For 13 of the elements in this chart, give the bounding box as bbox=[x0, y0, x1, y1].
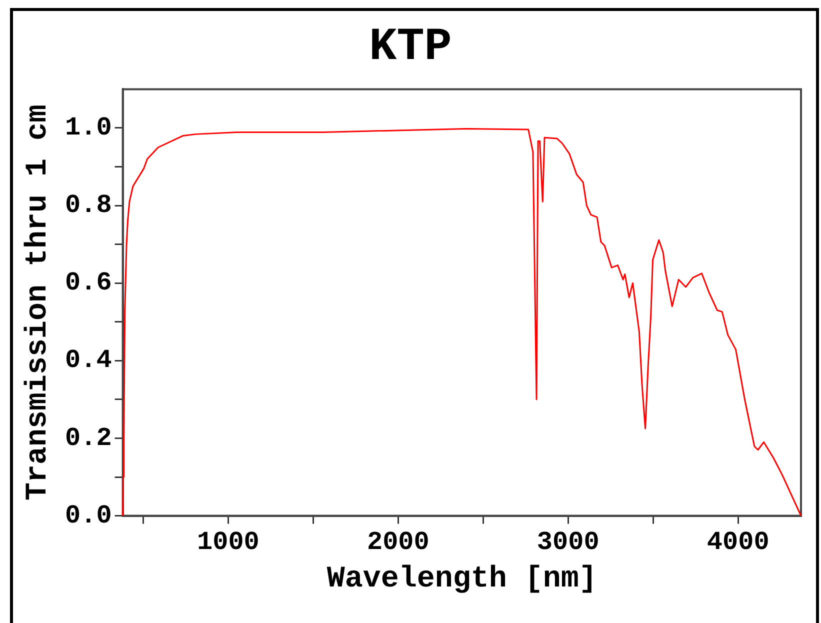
y-tick-label: 0.2 bbox=[64, 422, 112, 453]
y-tick-label: 0.4 bbox=[64, 345, 112, 376]
y-tick-label: 0.8 bbox=[64, 190, 112, 220]
y-tick-label: 0.6 bbox=[64, 268, 112, 298]
chart-title: KTP bbox=[369, 21, 452, 74]
y-tick-label: 0.0 bbox=[64, 500, 112, 530]
y-tick-label: 1.0 bbox=[64, 112, 112, 143]
x-axis-title: Wavelength [nm] bbox=[326, 562, 597, 597]
x-tick-label: 4000 bbox=[706, 526, 770, 557]
y-axis-title: Transmission thru 1 cm bbox=[22, 104, 56, 501]
x-tick-label: 2000 bbox=[366, 526, 430, 557]
x-tick-label: 1000 bbox=[196, 526, 260, 557]
x-tick-label: 3000 bbox=[536, 526, 600, 557]
